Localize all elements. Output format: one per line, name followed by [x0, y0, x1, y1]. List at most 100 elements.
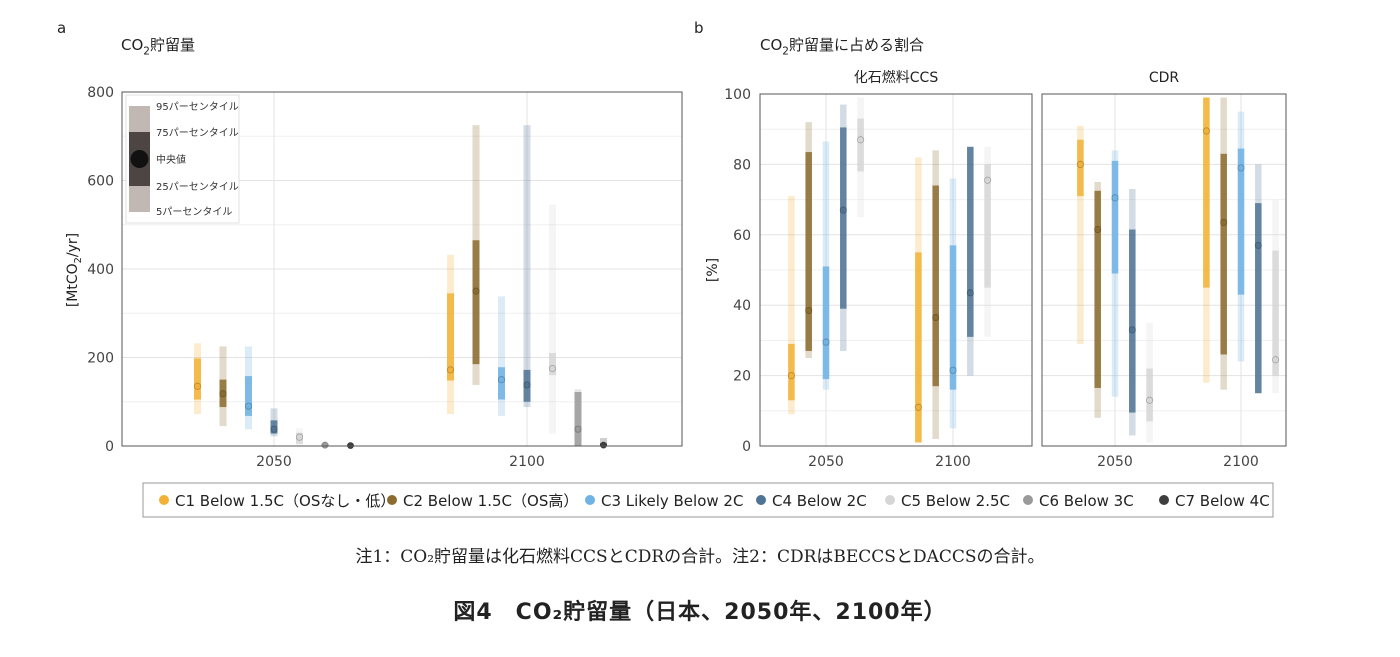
panel-b-ytick-label: 0	[742, 439, 751, 455]
panel-a-2050-s1-inner-range	[194, 358, 201, 400]
panel-b-facet1-2050-s2-inner-range	[805, 152, 812, 351]
panel-a-2050-s1-median-point	[193, 382, 202, 390]
panel-a-ytick-label: 400	[87, 262, 114, 278]
panel-b-facet2-2100-s1-median-point	[1202, 127, 1211, 135]
panel-b-facet1-2050-s1-outer-range	[788, 196, 795, 415]
percentile-legend-median-label: 中央値	[156, 153, 186, 166]
panel-a-2100-s2-median-point	[472, 287, 480, 295]
panel-b-facet1-2050-s3-outer-range	[822, 141, 830, 390]
panel-a-2050-s6-median-point	[321, 441, 329, 449]
panel-b-facet2-2100-s5-median-point	[1272, 356, 1280, 364]
scenario-legend-label-c3: C3 Likely Below 2C	[601, 492, 743, 510]
panel-b-facet2-2100-s2-median-point	[1220, 218, 1228, 227]
panel-a-2100-s4-median-point	[523, 381, 531, 389]
panel-b-facet2-2050-s2-inner-range	[1094, 190, 1101, 388]
scenario-legend-label-c1: C1 Below 1.5C（OSなし・低）	[175, 492, 395, 510]
panel-a-2100-s6-median-point	[574, 425, 582, 433]
panel-b-facet1-2100-s4-inner-range	[967, 146, 974, 337]
panel-a-ytick-label: 200	[87, 351, 114, 367]
scenario-legend-marker-c3	[585, 495, 595, 505]
panel-b-facet2-2050-s5-median-point	[1146, 396, 1154, 404]
panel-b-facet1-2100-s5-median-point	[983, 176, 992, 184]
panel-b-facet1-2100-s4-median-point	[966, 289, 974, 297]
panel-b-ytick-label: 100	[724, 87, 751, 103]
panel-b-facet2-2050-s1-inner-range	[1077, 139, 1084, 197]
panel-b-xtick-label: 2050	[1097, 454, 1133, 470]
panel-b-xtick-label: 2100	[1223, 454, 1259, 470]
scenario-legend-marker-c1	[159, 495, 169, 505]
panel-a-2100-s3-inner-range	[498, 367, 505, 400]
percentile-legend-p95-label: 95パーセンタイル	[156, 101, 239, 113]
panel-a-2100-s2-inner-range	[472, 240, 480, 365]
scenario-legend-label-c5: C5 Below 2.5C	[901, 492, 1010, 510]
panel-b-facet1-2100-s2-median-point	[932, 313, 940, 322]
panel-b-ytick-label: 60	[733, 228, 751, 244]
facet-frame-2	[1041, 93, 1287, 447]
panel-a-2050-s5-median-point	[295, 433, 304, 441]
panel-b-facet1-2100-s3-median-point	[949, 366, 957, 374]
panel-b-facet2-2050-s3-inner-range	[1111, 160, 1119, 274]
panel-a-2100-s1-median-point	[446, 366, 455, 374]
panel-b-facet2-2050-s1-median-point	[1076, 160, 1085, 168]
scenario-legend-marker-c6	[1023, 495, 1033, 505]
panel-b-facet2-2100-s1-inner-range	[1203, 97, 1210, 288]
panel-a-title: CO2貯留量	[121, 36, 195, 58]
panel-b-facet2-2050-s3-median-point	[1111, 194, 1119, 202]
panel-b-facet2-2100-s3-median-point	[1237, 164, 1245, 172]
panel-a-2100-s5-outer-range	[549, 204, 556, 434]
facet-title-2: CDR	[1149, 70, 1180, 86]
panel-b-facet2-2100-s5-inner-range	[1272, 250, 1279, 376]
panel-b-ytick-label: 80	[733, 157, 751, 173]
panel-b-facet1-2050-s3-inner-range	[822, 266, 830, 380]
panel-a-2100-s7-median-point	[599, 441, 608, 449]
panel-a-2100-s3-median-point	[497, 376, 506, 384]
panel-b-facet2-2050-s1-outer-range	[1077, 125, 1084, 344]
panel-b-facet1-2100-s1-inner-range	[915, 252, 922, 443]
panel-b-facet1-2050-s3-median-point	[822, 338, 830, 346]
panel-b-facet1-2050-s4-inner-range	[840, 127, 847, 309]
panel-b-facet1-2100-s3-inner-range	[949, 245, 957, 390]
footnote: 注1：CO₂貯留量は化石燃料CCSとCDRの合計。注2：CDRはBECCSとDA…	[355, 547, 1045, 567]
panel-b-facet1-2050-s4-median-point	[839, 206, 847, 214]
scenario-legend-label-c7: C7 Below 4C	[1175, 492, 1270, 510]
scenario-legend-label-c4: C4 Below 2C	[772, 492, 867, 510]
panel-b-facet1-2050-s2-median-point	[805, 306, 813, 315]
panel-b-facet1-2050-s5-inner-range	[857, 118, 864, 172]
panel-a-2100-s1-inner-range	[447, 293, 454, 381]
panel-a-ytick-label: 600	[87, 174, 114, 190]
panel-a-ytick-label: 0	[105, 439, 114, 455]
panel-b-facet2-2100-s2-inner-range	[1220, 153, 1227, 355]
panel-a-xtick-label: 2100	[509, 454, 545, 470]
scenario-legend-marker-c2	[387, 495, 397, 505]
scenario-legend-marker-c5	[885, 495, 895, 505]
panel-b-ytick-label: 40	[733, 298, 751, 314]
scenario-legend-marker-c7	[1159, 495, 1169, 505]
panel-a-frame	[121, 91, 683, 447]
panel-a-letter: a	[57, 19, 66, 37]
scenario-legend-marker-c4	[756, 495, 766, 505]
facet-title-1: 化石燃料CCS	[854, 69, 939, 86]
panel-b-ylabel: [%]	[705, 258, 721, 282]
panel-b-facet1-2050-s5-median-point	[856, 136, 865, 144]
panel-b-facet1-2050-s1-inner-range	[788, 343, 795, 401]
scenario-legend-label-c6: C6 Below 3C	[1039, 492, 1134, 510]
panel-b-facet1-2100-s1-median-point	[914, 403, 923, 411]
panel-b-facet1-2100-s5-inner-range	[984, 164, 991, 288]
panel-b-xtick-label: 2050	[808, 454, 844, 470]
panel-a-2100-s6-inner-range	[574, 392, 582, 446]
panel-b-facet2-2100-s4-inner-range	[1255, 203, 1262, 394]
percentile-legend-p75-label: 75パーセンタイル	[156, 127, 239, 139]
panel-a-2050-s2-median-point	[219, 390, 227, 398]
percentile-legend-p5-label: 5パーセンタイル	[156, 206, 232, 218]
panel-b-facet2-2050-s5-inner-range	[1146, 368, 1153, 422]
panel-b-xtick-label: 2100	[935, 454, 971, 470]
panel-b-facet2-2100-s3-inner-range	[1237, 148, 1245, 295]
percentile-legend-median-swatch	[130, 150, 149, 168]
panel-a-xtick-label: 2050	[256, 454, 292, 470]
percentile-legend-p25-label: 25パーセンタイル	[156, 181, 239, 193]
panel-a-2100-s5-median-point	[548, 364, 557, 373]
panel-b-facet2-2050-s4-median-point	[1128, 326, 1136, 334]
panel-a-ylabel: [MtCO2/yr]	[65, 233, 84, 307]
panel-b-facet2-2050-s2-median-point	[1094, 225, 1102, 234]
